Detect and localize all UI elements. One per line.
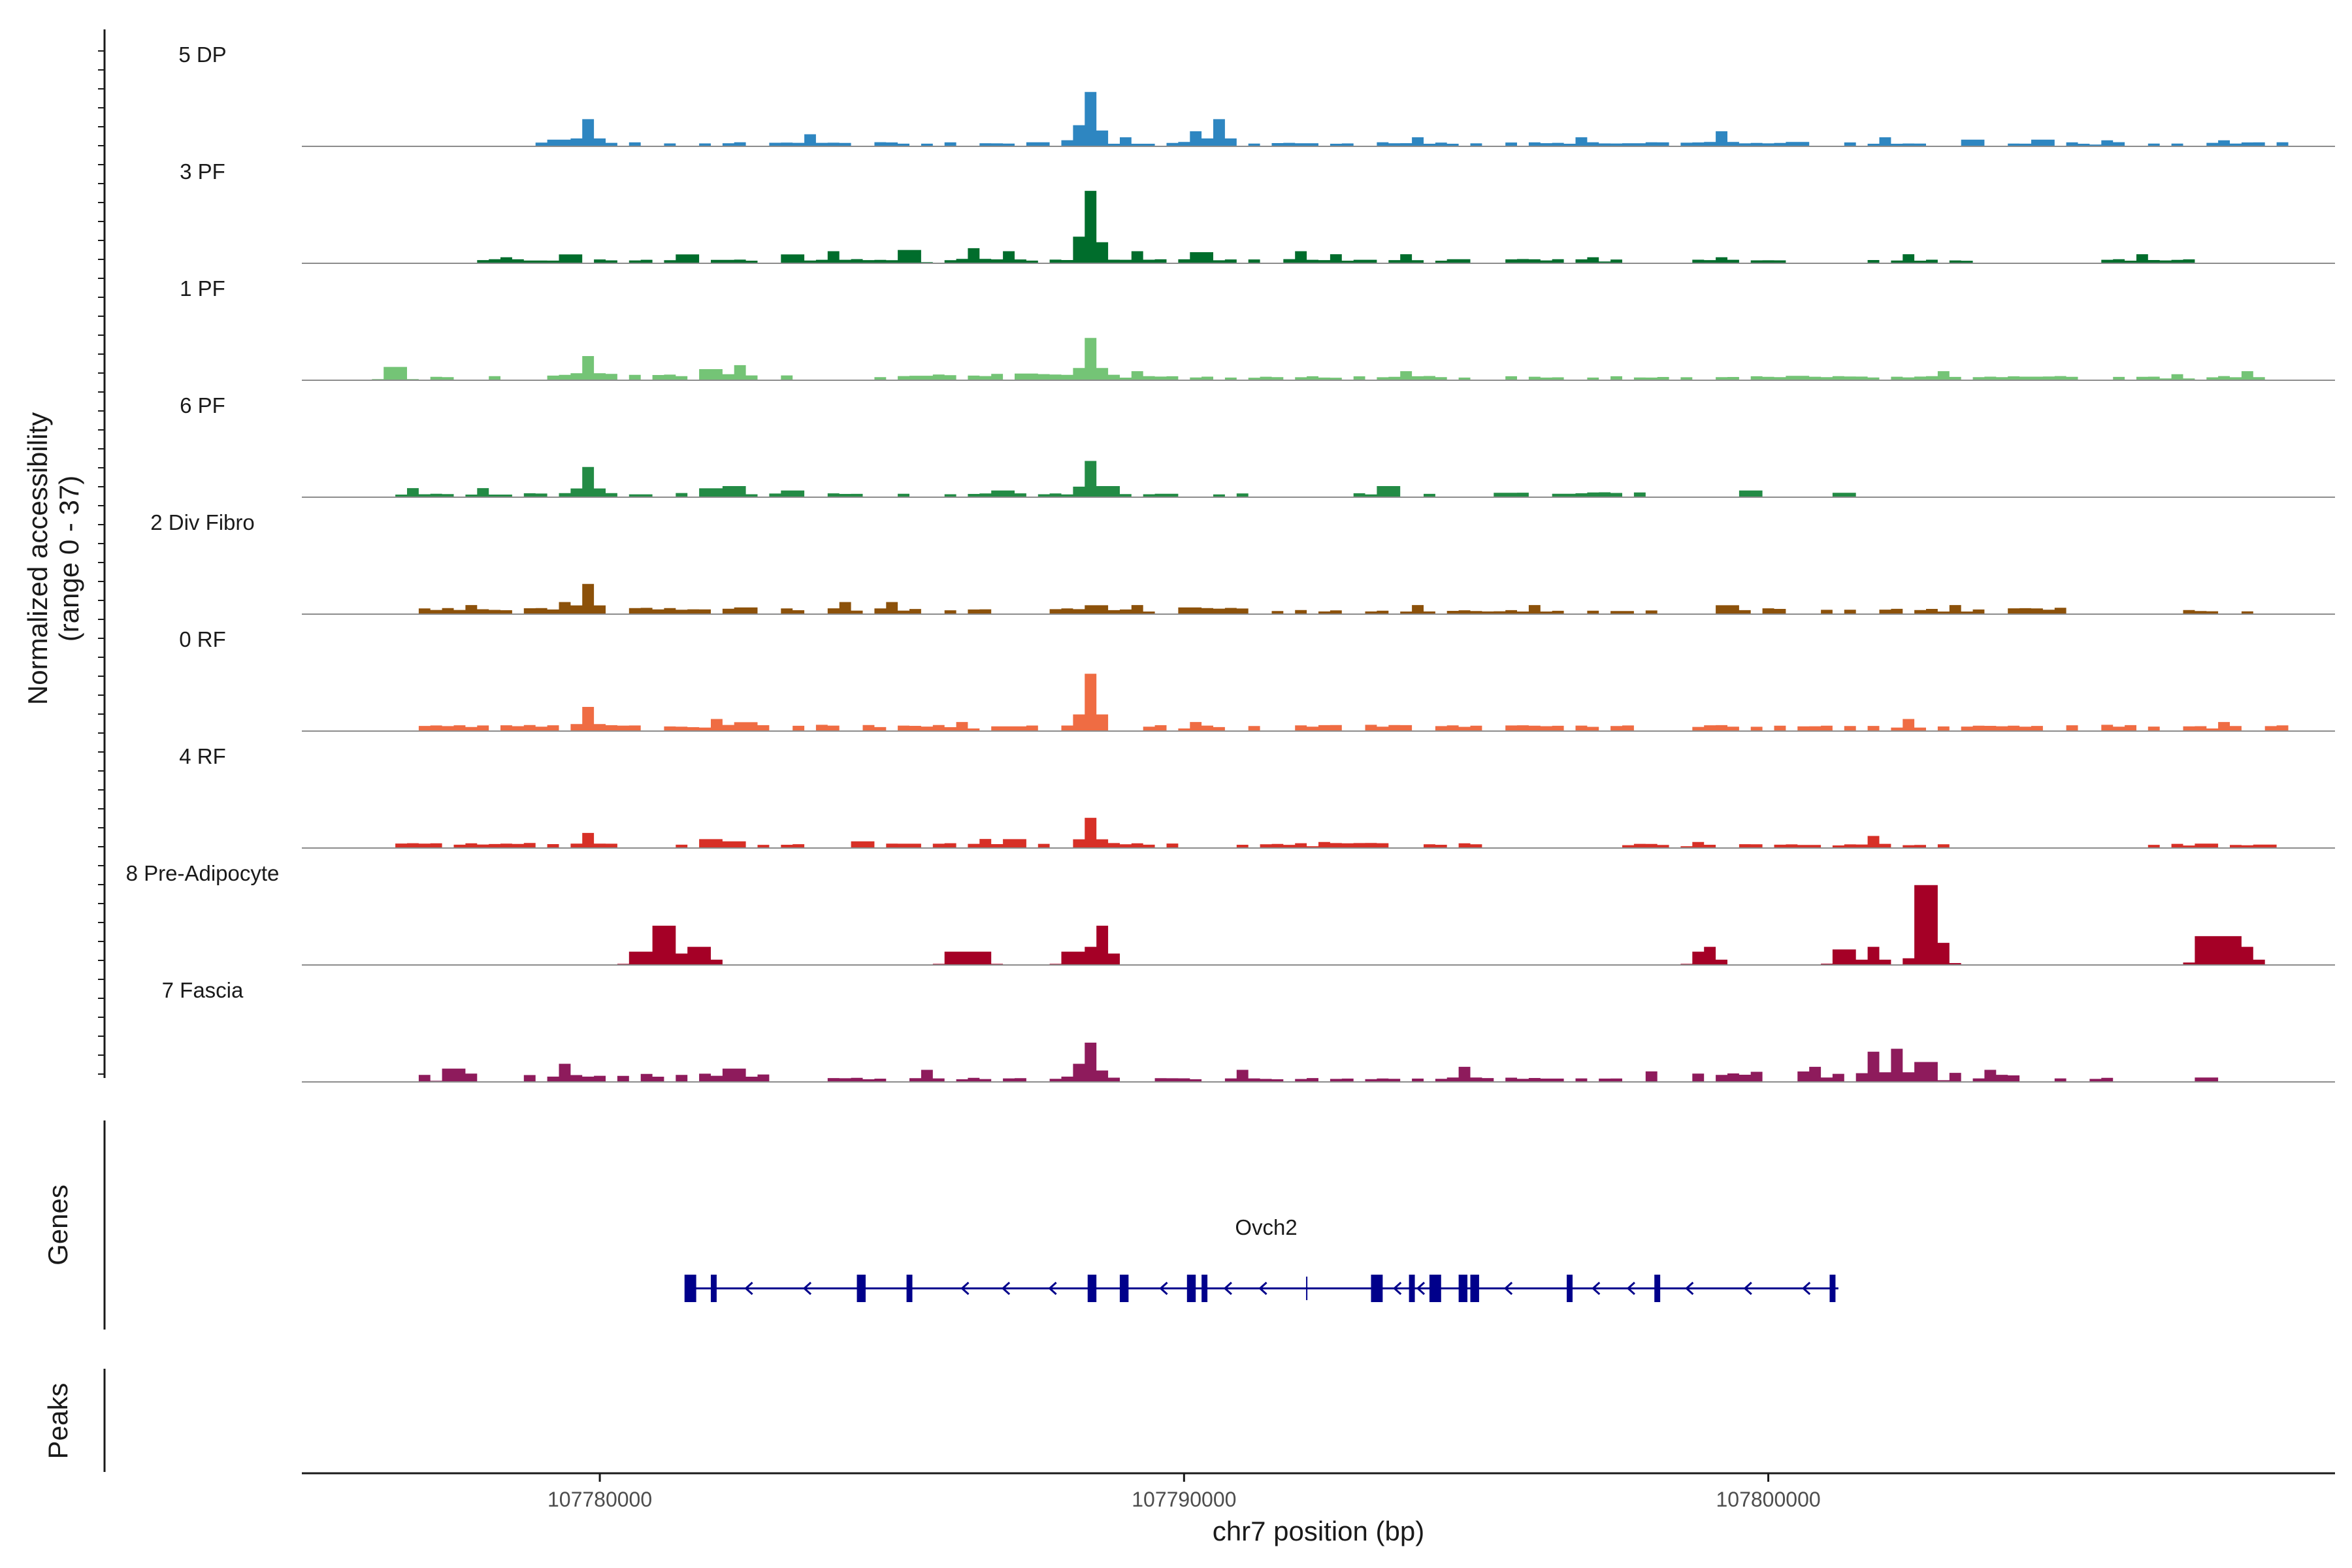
x-tick-label: 107800000 <box>1716 1488 1820 1511</box>
gene-exon <box>684 1275 696 1302</box>
gene-exon <box>906 1275 913 1302</box>
coverage-y-axis-title-line2: (range 0 - 37) <box>54 476 84 642</box>
gene-strand-arrow <box>1743 1281 1752 1296</box>
genes-panel-label: Genes <box>42 1184 73 1266</box>
coverage-y-axis-title-line1: Normalized accessibility <box>22 412 53 705</box>
x-axis-title: chr7 position (bp) <box>1213 1516 1425 1546</box>
track-label: 6 PF <box>180 393 225 417</box>
gene-exon <box>857 1275 866 1302</box>
gene-strand-arrow <box>744 1281 753 1296</box>
gene-strand-arrow <box>1503 1281 1513 1296</box>
track-coverage-area <box>395 461 1856 497</box>
track-label: 2 Div Fibro <box>150 510 255 534</box>
track-6-pf: 6 PF <box>180 393 2335 498</box>
track-coverage-area <box>418 1042 2219 1082</box>
coverage-y-axis-title: Normalized accessibility (range 0 - 37) <box>22 412 84 705</box>
gene-strand-arrow <box>960 1281 970 1296</box>
track-coverage-area <box>395 817 2277 848</box>
gene-strand-arrow <box>802 1281 812 1296</box>
track-label: 5 DP <box>178 42 226 67</box>
x-tick-label: 107780000 <box>547 1488 652 1511</box>
track-2-div-fibro: 2 Div Fibro <box>150 510 2335 615</box>
track-coverage-area <box>535 91 2289 146</box>
gene-exon <box>1409 1275 1415 1302</box>
gene-strand-arrow <box>1159 1281 1168 1296</box>
gene-exon <box>710 1275 717 1302</box>
gene-strand-arrow <box>1626 1281 1635 1296</box>
track-coverage-area <box>617 885 2265 965</box>
gene-strand-arrow <box>1685 1281 1694 1296</box>
gene-exon <box>1201 1275 1208 1302</box>
track-4-rf: 4 RF <box>179 744 2335 849</box>
gene-exon <box>1087 1275 1097 1302</box>
track-coverage-area <box>372 338 2265 380</box>
x-tick-label: 107790000 <box>1132 1488 1236 1511</box>
track-label: 1 PF <box>180 276 225 301</box>
track-3-pf: 3 PF <box>180 159 2335 264</box>
gene-strand-arrow <box>1416 1281 1426 1296</box>
track-label: 3 PF <box>180 159 225 184</box>
track-coverage-area <box>418 674 2289 731</box>
gene-strand-arrow <box>1223 1281 1232 1296</box>
track-label: 8 Pre-Adipocyte <box>126 861 280 885</box>
x-axis-ticks: 107780000 107790000 107800000 <box>547 1473 1821 1511</box>
gene-exon <box>1567 1275 1573 1302</box>
track-coverage-area <box>418 583 2253 614</box>
gene-strand-arrow <box>1801 1281 1811 1296</box>
coverage-y-axis-ticks <box>98 50 105 1075</box>
track-0-rf: 0 RF <box>179 627 2335 732</box>
track-label: 0 RF <box>179 627 226 651</box>
track-label: 4 RF <box>179 744 226 768</box>
gene-exon <box>1371 1275 1383 1302</box>
gene-exon <box>1654 1275 1661 1302</box>
gene-exon <box>1119 1275 1129 1302</box>
gene-exon <box>1429 1275 1441 1302</box>
gene-name-label: Ovch2 <box>1235 1215 1297 1239</box>
track-coverage-area <box>477 191 2195 263</box>
track-label: 7 Fascia <box>162 978 244 1002</box>
gene-strand-arrow <box>1258 1281 1267 1296</box>
gene-strand-arrow <box>1001 1281 1011 1296</box>
track-1-pf: 1 PF <box>180 276 2335 381</box>
track-8-pre-adipocyte: 8 Pre-Adipocyte <box>126 861 2335 966</box>
gene-exon <box>1829 1275 1836 1302</box>
gene-track: Ovch2 <box>684 1215 1838 1302</box>
accessibility-tracks: 5 DP 3 PF 1 PF 6 PF 2 Div Fibro 0 RF 4 RF 8 Pre… <box>126 42 2335 1083</box>
gene-strand-arrow <box>1393 1281 1402 1296</box>
track-5-dp: 5 DP <box>178 42 2335 147</box>
track-7-fascia: 7 Fascia <box>162 978 2335 1083</box>
gene-exon <box>1470 1275 1479 1302</box>
peaks-panel-label: Peaks <box>42 1383 73 1460</box>
gene-exon <box>1186 1275 1196 1302</box>
gene-strand-arrow <box>1592 1281 1601 1296</box>
gene-strand-arrow <box>1048 1281 1057 1296</box>
gene-exon <box>1458 1275 1468 1302</box>
